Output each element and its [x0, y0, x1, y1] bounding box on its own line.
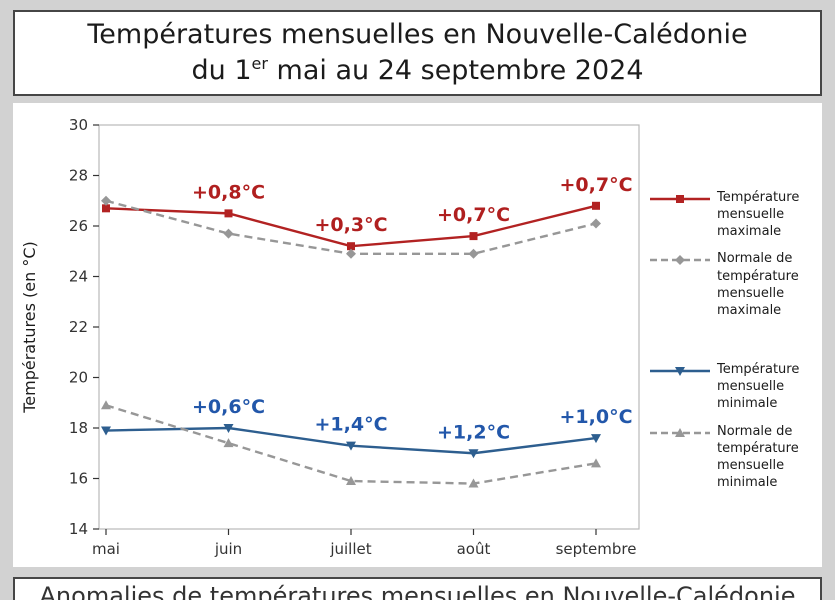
chart-canvas: 14 16 18 20 22 24 26 28 30 mai juin juillet août sept…: [20, 116, 640, 558]
legend: Température mensuelle maximale Normale d…: [649, 189, 819, 491]
x-tick-label: août: [457, 540, 491, 558]
chart-title-line1: Températures mensuelles en Nouvelle-Calé…: [87, 18, 748, 50]
chart-panel: 14 16 18 20 22 24 26 28 30 mai juin juillet août sept…: [13, 103, 822, 567]
legend-item-min: Température mensuelle minimale: [649, 361, 819, 412]
title-line2-superscript: er: [251, 54, 268, 73]
annotation-label: +0,3°C: [314, 214, 387, 236]
bottom-caption-box: Anomalies de températures mensuelles en …: [13, 577, 822, 600]
x-tick-label: mai: [92, 540, 120, 558]
annotation-label: +1,2°C: [437, 421, 510, 443]
y-tick-label: 14: [69, 520, 88, 538]
x-axis: mai juin juillet août septembre: [92, 529, 636, 558]
y-tick-label: 24: [69, 268, 88, 286]
legend-item-normale-min: Normale de température mensuelle minimal…: [649, 423, 819, 492]
y-tick-label: 28: [69, 167, 88, 185]
legend-label-normale-min: Normale de température mensuelle minimal…: [717, 423, 799, 491]
x-tick-label: septembre: [556, 540, 637, 558]
series-temperature-mensuelle-maximale: [102, 201, 600, 251]
title-line2-prefix: du 1: [191, 55, 252, 86]
legend-item-normale-max: Normale de température mensuelle maximal…: [649, 250, 819, 319]
legend-label-normale-max: Normale de température mensuelle maximal…: [717, 251, 799, 318]
y-tick-label: 16: [69, 470, 88, 488]
y-tick-label: 26: [69, 217, 88, 235]
chart-title-line2: du 1er mai au 24 septembre 2024: [192, 53, 644, 89]
y-tick-label: 20: [69, 369, 88, 387]
annotation-label: +0,7°C: [559, 174, 632, 196]
annotation-label: +0,8°C: [192, 181, 265, 203]
x-tick-label: juin: [214, 540, 242, 558]
bottom-caption-text: Anomalies de températures mensuelles en …: [39, 582, 796, 600]
annotations: +0,8°C +0,3°C +0,7°C +0,7°C +0,6°C +1,4°C +1,2…: [192, 174, 633, 443]
legend-sample-max-icon: [650, 195, 710, 203]
annotation-label: +0,7°C: [437, 204, 510, 226]
series-temperature-mensuelle-minimale: [101, 424, 601, 459]
annotation-label: +0,6°C: [192, 396, 265, 418]
legend-sample-normale-max-icon: [650, 255, 710, 266]
y-tick-label: 22: [69, 318, 88, 336]
y-tick-label: 30: [69, 116, 88, 134]
annotation-label: +1,0°C: [559, 406, 632, 428]
legend-label-min: Température mensuelle minimale: [717, 362, 800, 412]
legend-sample-min-icon: [650, 367, 710, 377]
annotation-label: +1,4°C: [314, 414, 387, 436]
title-line2-rest: mai au 24 septembre 2024: [267, 55, 644, 86]
legend-item-max: Température mensuelle maximale: [649, 189, 819, 240]
legend-label-max: Température mensuelle maximale: [717, 190, 800, 240]
series-normale-temperature-mensuelle-maximale: [101, 195, 601, 259]
y-axis-title: Températures (en °C): [20, 241, 39, 414]
series-normale-temperature-mensuelle-minimale: [101, 400, 601, 488]
chart-title-box: Températures mensuelles en Nouvelle-Calé…: [13, 10, 822, 96]
x-tick-label: juillet: [329, 540, 371, 558]
legend-sample-normale-min-icon: [650, 427, 710, 437]
y-tick-label: 18: [69, 419, 88, 437]
y-axis: 14 16 18 20 22 24 26 28 30: [69, 116, 99, 538]
plot-border: [98, 124, 640, 530]
